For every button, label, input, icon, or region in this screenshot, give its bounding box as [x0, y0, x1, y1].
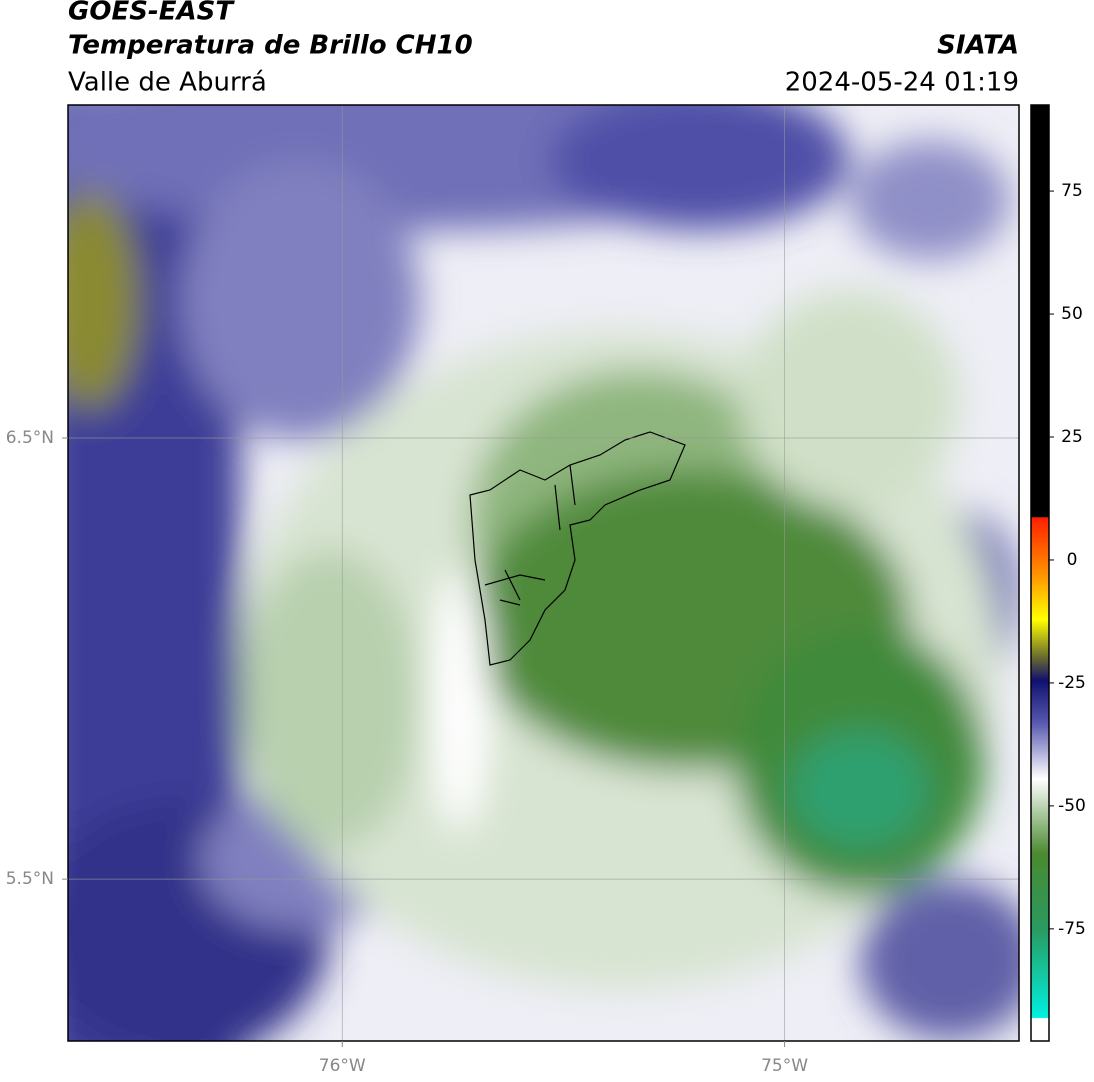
colorbar-tick-label: -75: [1058, 919, 1086, 939]
y-tick-label: 6.5°N: [6, 428, 54, 448]
colorbar-tick-label: 0: [1067, 550, 1078, 570]
colorbar: [1030, 104, 1050, 1042]
title: GOES-EAST: [68, 0, 235, 27]
header: GOES-EAST Temperatura de Brillo CH10 Val…: [68, 0, 1019, 98]
colorbar-tick-label: -25: [1058, 673, 1086, 693]
colorbar-tick-label: 50: [1061, 304, 1083, 324]
colorbar-tick-label: 75: [1061, 181, 1083, 201]
y-tick-label: 5.5°N: [6, 869, 54, 889]
x-tick-label: 75°W: [761, 1056, 808, 1076]
municipal-outline: [469, 431, 686, 666]
source: SIATA: [937, 31, 1019, 61]
map-frame: [67, 104, 1020, 1042]
colorbar-tick-label: 25: [1061, 427, 1083, 447]
subtitle: Temperatura de Brillo CH10: [68, 31, 473, 61]
region: Valle de Aburrá: [68, 68, 267, 98]
x-tick-label: 76°W: [319, 1056, 366, 1076]
satellite-image: [68, 105, 1019, 1041]
graticule: [68, 105, 1019, 1041]
datetime: 2024-05-24 01:19: [785, 68, 1019, 98]
colorbar-tick-label: -50: [1058, 796, 1086, 816]
